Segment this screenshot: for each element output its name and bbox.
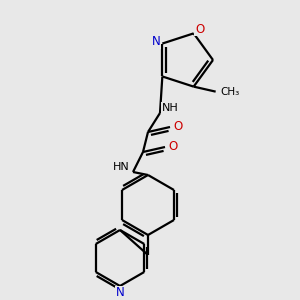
- Text: O: O: [173, 119, 183, 133]
- Text: HN: HN: [112, 162, 129, 172]
- Text: CH₃: CH₃: [220, 87, 239, 97]
- Text: N: N: [152, 35, 161, 48]
- Text: NH: NH: [162, 103, 178, 113]
- Text: N: N: [116, 286, 124, 299]
- Text: O: O: [195, 23, 204, 36]
- Text: O: O: [168, 140, 178, 152]
